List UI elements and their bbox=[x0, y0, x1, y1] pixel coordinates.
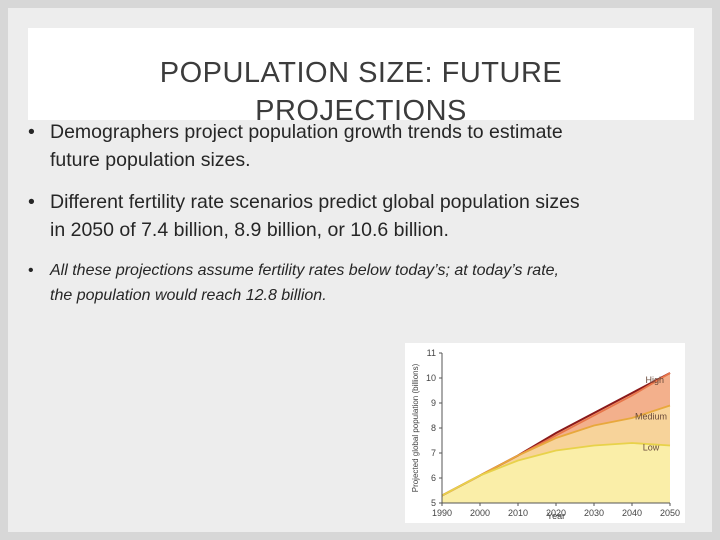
bullet-line: Demographers project population growth t… bbox=[50, 121, 563, 143]
bullet-item: • Demographers project population growth… bbox=[18, 118, 708, 174]
bullet-marker: • bbox=[28, 262, 34, 279]
x-tick-label: 2020 bbox=[546, 508, 566, 518]
y-axis-label: Projected global population (billions) bbox=[411, 363, 420, 492]
x-tick-label: 2010 bbox=[508, 508, 528, 518]
series-line-low bbox=[441, 442, 671, 497]
y-tick-label: 6 bbox=[431, 473, 436, 483]
x-tick-label: 1990 bbox=[432, 508, 452, 518]
slide-title: POPULATION SIZE: FUTURE PROJECTIONS bbox=[28, 54, 694, 130]
x-tick-label: 2030 bbox=[584, 508, 604, 518]
title-line-1: POPULATION SIZE: FUTURE bbox=[159, 57, 563, 89]
y-tick-label: 5 bbox=[431, 498, 436, 508]
y-tick-label: 9 bbox=[431, 398, 436, 408]
slide: POPULATION SIZE: FUTURE PROJECTIONS bbox=[8, 8, 712, 532]
y-tick-label: 7 bbox=[431, 448, 436, 458]
chart-svg: 5 6 7 8 9 10 11 1990 2000 2010 2020 2030 2040 2050 Yea… bbox=[411, 348, 680, 521]
bullet-item: • Different fertility rate scenarios pre… bbox=[18, 188, 708, 244]
x-tick-label: 2000 bbox=[470, 508, 490, 518]
y-tick-label: 11 bbox=[427, 348, 436, 358]
bullet-line: the population would reach 12.8 billion. bbox=[50, 287, 327, 304]
series-label-low: Low bbox=[643, 443, 660, 453]
population-projection-chart: 5 6 7 8 9 10 11 1990 2000 2010 2020 2030 2040 2050 Yea… bbox=[405, 343, 685, 523]
low-area bbox=[442, 443, 670, 503]
series-label-medium: Medium bbox=[635, 411, 667, 421]
bullet-list: • Demographers project population growth… bbox=[18, 118, 708, 308]
series-label-high: High bbox=[646, 375, 665, 385]
bullet-line: Different fertility rate scenarios predi… bbox=[50, 191, 580, 213]
bullet-item: • All these projections assume fertility… bbox=[18, 258, 708, 308]
x-tick-label: 2050 bbox=[660, 508, 680, 518]
title-box: POPULATION SIZE: FUTURE PROJECTIONS bbox=[28, 28, 694, 127]
bullet-line: All these projections assume fertility r… bbox=[50, 262, 559, 279]
y-tick-label: 8 bbox=[431, 423, 436, 433]
title-line-2: PROJECTIONS bbox=[255, 95, 467, 127]
bullet-marker: • bbox=[28, 191, 35, 213]
y-tick-label: 10 bbox=[426, 373, 436, 383]
x-axis-label: Year bbox=[547, 511, 565, 521]
x-tick-label: 2040 bbox=[622, 508, 642, 518]
bullet-line: in 2050 of 7.4 billion, 8.9 billion, or … bbox=[50, 219, 449, 241]
bullet-marker: • bbox=[28, 121, 35, 143]
bullet-line: future population sizes. bbox=[50, 149, 251, 171]
